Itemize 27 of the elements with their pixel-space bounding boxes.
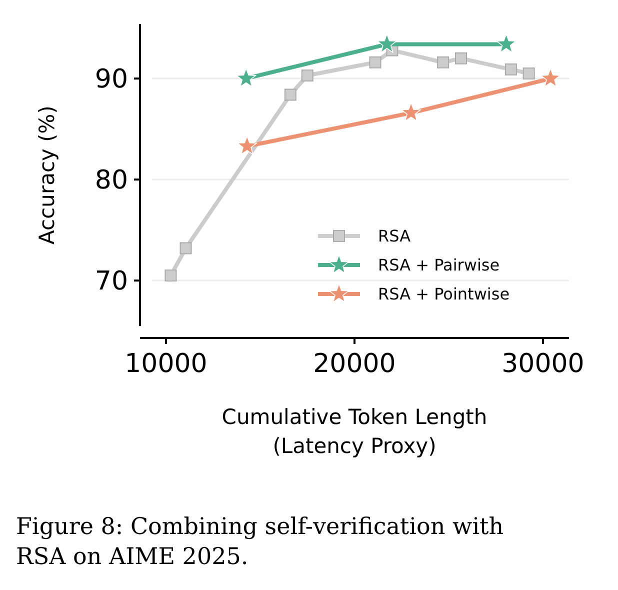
point xyxy=(540,68,560,88)
point xyxy=(437,56,450,68)
legend-label: RSA + Pairwise xyxy=(378,256,500,275)
point xyxy=(454,52,467,64)
x-axis-title: Cumulative Token Length (Latency Proxy) xyxy=(222,405,488,458)
legend-label: RSA + Pointwise xyxy=(378,284,510,304)
point xyxy=(401,102,421,122)
point xyxy=(236,68,256,88)
point xyxy=(522,67,535,80)
point xyxy=(284,88,296,101)
point xyxy=(301,70,314,82)
y-axis-title: Accuracy (%) xyxy=(35,106,59,244)
point xyxy=(496,34,516,53)
x-tick-label: 30000 xyxy=(502,349,584,379)
x-tick-label: 10000 xyxy=(124,349,208,379)
point xyxy=(180,242,192,254)
x-tick-label: 20000 xyxy=(313,349,396,379)
point xyxy=(164,270,177,282)
legend-label: RSA xyxy=(378,226,411,246)
y-tick-label: 80 xyxy=(94,166,128,196)
caption: Figure 8: Combining self-verification with RSA on AIME 2025. xyxy=(16,514,504,570)
point xyxy=(369,56,382,68)
y-tick-label: 70 xyxy=(94,266,128,297)
point xyxy=(377,34,397,53)
y-tick-label: 90 xyxy=(94,64,128,95)
point xyxy=(237,136,257,155)
point xyxy=(504,63,517,76)
